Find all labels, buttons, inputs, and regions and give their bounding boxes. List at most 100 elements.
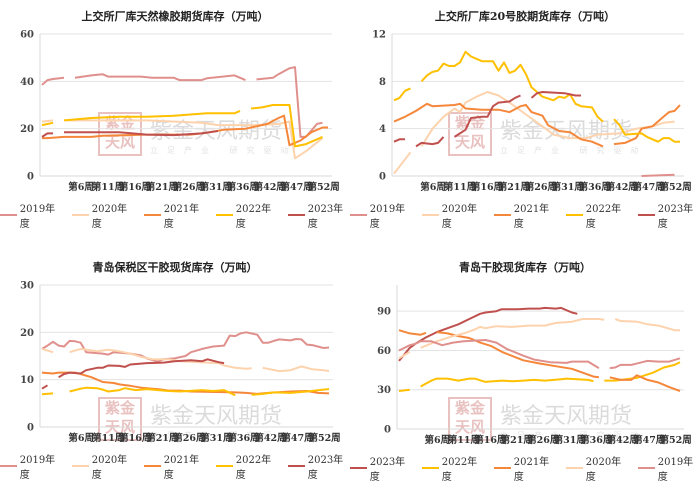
legend-label: 2021年度: [163, 204, 200, 230]
x-tick-label: 第11周: [448, 434, 480, 446]
legend-item: 2021年度: [144, 200, 206, 230]
legend-label: 2022年度: [235, 204, 272, 230]
x-tick-label: 第16周: [474, 434, 506, 446]
legend-swatch: [638, 466, 655, 470]
x-tick-label: 第6周: [425, 434, 451, 446]
x-tick-label: 第6周: [420, 181, 446, 193]
legend-item: 2020年度: [566, 453, 628, 483]
legend-label: 2022年度: [585, 204, 622, 230]
legend-swatch: [216, 464, 233, 468]
y-tick-label: 20: [20, 328, 34, 339]
x-tick-label: 第6周: [68, 432, 94, 444]
legend-item: 2023年度: [638, 200, 700, 230]
legend-label: 2021年度: [513, 204, 550, 230]
series-line-2020年度: [41, 119, 324, 160]
x-tick-label: 第21周: [498, 181, 530, 193]
legend-swatch: [422, 466, 439, 470]
series-line-2019年度: [398, 339, 681, 370]
legend-label: 2020年度: [441, 204, 478, 230]
x-tick-label: 第52周: [307, 181, 339, 193]
x-tick-label: 第16周: [471, 181, 503, 193]
legend-item: 2023年度: [288, 451, 350, 481]
series-line-2023年度: [393, 91, 581, 148]
series-line-2020年度: [398, 318, 680, 360]
legend-swatch: [0, 464, 17, 468]
legend-swatch: [494, 213, 511, 217]
x-tick-label: 第21周: [501, 434, 533, 446]
legend-label: 2023年度: [657, 204, 694, 230]
legend-item: 2022年度: [422, 453, 484, 483]
x-tick-label: 第26周: [173, 181, 205, 193]
legend: 2019年度 2020年度 2021年度 2022年度 2023年度: [0, 451, 350, 481]
x-tick-label: 第11周: [92, 432, 124, 444]
chart-plot: 0 10 20 30 第6周第11周第16周第21周第26周第31周第36周第42周第4…: [20, 281, 341, 445]
series-line-2023年度: [41, 130, 219, 138]
legend-label: 2019年度: [657, 457, 694, 483]
series-line-2021年度: [393, 102, 681, 148]
legend-item: 2021年度: [494, 200, 556, 230]
legend-label: 2022年度: [235, 455, 272, 481]
legend-item: 2022年度: [566, 200, 628, 230]
x-tick-label: 第52周: [308, 432, 340, 444]
legend-label: 2020年度: [585, 457, 622, 483]
series-line-2020年度: [393, 91, 675, 175]
chart-plot: 0 20 40 60 第6周第11周第16周第21周第26周第31周第36周第42周第4…: [20, 30, 340, 194]
chart-panel-1: 紫金天风 紫金天风期货 立足产业 研究驱动 上交所厂库天然橡胶期货库存（万吨） 0 20 4…: [0, 0, 350, 245]
series-line-2021年度: [398, 329, 681, 392]
y-tick-label: 40: [20, 77, 34, 88]
x-tick-label: 第47周: [281, 181, 313, 193]
y-tick-label: 0: [384, 425, 391, 436]
y-tick-label: 0: [27, 423, 34, 434]
x-tick-label: 第31周: [200, 181, 232, 193]
legend-label: 2020年度: [91, 204, 128, 230]
x-tick-label: 第26周: [173, 432, 205, 444]
x-tick-label: 第31周: [552, 181, 584, 193]
legend-item: 2020年度: [422, 200, 484, 230]
legend-label: 2021年度: [513, 457, 550, 483]
x-tick-label: 第36周: [227, 432, 259, 444]
legend-label: 2022年度: [441, 457, 478, 483]
legend-swatch: [72, 213, 89, 217]
legend-item: 2019年度: [0, 200, 62, 230]
x-tick-label: 第47周: [633, 434, 665, 446]
legend-item: 2019年度: [638, 453, 700, 483]
x-tick-label: 第16周: [119, 432, 151, 444]
legend-item: 2020年度: [72, 200, 134, 230]
series-line-2021年度: [42, 114, 328, 147]
x-tick-label: 第16周: [119, 181, 151, 193]
y-tick-label: 30: [377, 385, 391, 396]
legend-item: 2021年度: [144, 451, 206, 481]
x-tick-label: 第21周: [146, 432, 178, 444]
series-line-2022年度: [398, 361, 681, 392]
legend-swatch: [638, 213, 655, 217]
y-tick-label: 30: [20, 281, 34, 292]
legend-swatch: [566, 213, 583, 217]
legend-swatch: [72, 464, 89, 468]
x-tick-label: 第36周: [579, 181, 611, 193]
series-line-2020年度: [41, 347, 330, 373]
legend-swatch: [144, 213, 161, 217]
x-tick-label: 第26周: [527, 434, 559, 446]
legend-label: 2019年度: [19, 204, 56, 230]
legend: 2023年度 2022年度 2021年度 2020年度 2019年度: [350, 453, 700, 483]
chart-plot: 0 4 8 12 第6周第11周第16周第21周第26周第31周第36周第42周第47周…: [372, 30, 692, 194]
y-tick-label: 90: [377, 307, 391, 318]
legend-swatch: [422, 213, 439, 217]
x-tick-label: 第42周: [254, 432, 286, 444]
legend-swatch: [288, 464, 305, 468]
series-line-2019年度: [641, 173, 675, 177]
x-tick-label: 第26周: [525, 181, 557, 193]
x-tick-label: 第11周: [444, 181, 476, 193]
x-tick-label: 第36周: [580, 434, 612, 446]
y-tick-label: 0: [27, 172, 34, 183]
legend-item: 2022年度: [216, 200, 278, 230]
x-tick-label: 第31周: [200, 432, 232, 444]
legend-item: 2019年度: [350, 200, 412, 230]
legend-swatch: [216, 213, 233, 217]
chart-panel-2: 紫金天风 紫金天风期货 立足产业 研究驱动 上交所厂库20号胶期货库存（万吨） 0 4 8 1…: [350, 0, 700, 245]
x-tick-label: 第11周: [92, 181, 124, 193]
legend-item: 2021年度: [494, 453, 556, 483]
y-tick-label: 10: [20, 375, 34, 386]
x-tick-label: 第31周: [554, 434, 586, 446]
chart-panel-4: 紫金天风 紫金天风期货 立足产业 研究驱动 青岛干胶现货库存（万吨） 0 30 60 90 第6…: [350, 245, 700, 490]
